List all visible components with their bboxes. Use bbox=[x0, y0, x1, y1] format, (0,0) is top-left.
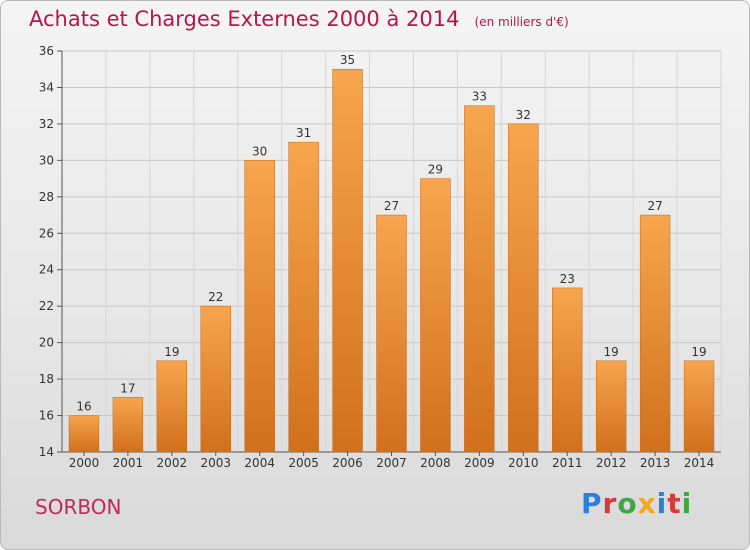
x-tick-label: 2008 bbox=[420, 456, 451, 470]
chart-unit: (en milliers d'€) bbox=[474, 15, 569, 29]
value-label: 32 bbox=[516, 108, 531, 122]
y-tick-label: 20 bbox=[39, 336, 54, 350]
y-tick-label: 36 bbox=[39, 44, 54, 58]
x-tick-label: 2003 bbox=[200, 456, 231, 470]
x-tick-label: 2000 bbox=[69, 456, 100, 470]
bar-2014 bbox=[683, 360, 715, 453]
value-label: 16 bbox=[76, 400, 91, 414]
logo-letter: t bbox=[667, 487, 682, 520]
value-label: 27 bbox=[384, 199, 399, 213]
x-tick-label: 2004 bbox=[244, 456, 275, 470]
y-tick-label: 32 bbox=[39, 117, 54, 131]
y-tick-label: 16 bbox=[39, 409, 54, 423]
x-tick-label: 2007 bbox=[376, 456, 407, 470]
x-tick-label: 2012 bbox=[596, 456, 627, 470]
axes: 14 16 18 20 22 24 26 28 30 32 34 36 2000 2001 2002 2003… bbox=[39, 44, 721, 470]
bar-2001 bbox=[112, 397, 144, 453]
logo-letter: i bbox=[656, 487, 668, 520]
value-label: 33 bbox=[472, 90, 487, 104]
y-tick-label: 24 bbox=[39, 263, 54, 277]
y-tick-label: 34 bbox=[39, 80, 54, 94]
bar-2012 bbox=[595, 360, 627, 453]
y-tick-label: 26 bbox=[39, 226, 54, 240]
x-tick-label: 2013 bbox=[640, 456, 671, 470]
x-tick-label: 2005 bbox=[288, 456, 319, 470]
y-tick-label: 18 bbox=[39, 372, 54, 386]
chart-title: Achats et Charges Externes 2000 à 2014 (… bbox=[29, 7, 569, 31]
x-tick-label: 2011 bbox=[552, 456, 583, 470]
bar-2004 bbox=[244, 160, 275, 453]
value-label: 23 bbox=[560, 272, 575, 286]
y-tick-label: 22 bbox=[39, 299, 54, 313]
x-tick-label: 2009 bbox=[464, 456, 495, 470]
bar-2005 bbox=[288, 141, 319, 453]
chart-title-text: Achats et Charges Externes 2000 à 2014 bbox=[29, 7, 460, 31]
logo-letter: r bbox=[602, 487, 618, 520]
logo-letter: x bbox=[637, 487, 657, 520]
value-label: 27 bbox=[647, 199, 662, 213]
logo-letter: P bbox=[581, 487, 603, 520]
bar-2013 bbox=[639, 214, 671, 453]
logo-letter: i bbox=[681, 487, 693, 520]
value-labels: 16 17 19 22 30 31 35 27 29 33 32 23 19 27 19 bbox=[76, 53, 706, 413]
bar-2006 bbox=[332, 68, 363, 453]
value-label: 19 bbox=[164, 345, 179, 359]
y-tick-label: 30 bbox=[39, 153, 54, 167]
bar-2000 bbox=[68, 415, 100, 453]
bar-2002 bbox=[156, 360, 188, 453]
value-label: 31 bbox=[296, 126, 311, 140]
logo-letter: o bbox=[617, 487, 638, 520]
value-label: 17 bbox=[120, 381, 135, 395]
bar-2009 bbox=[464, 105, 495, 453]
bar-2003 bbox=[200, 305, 231, 453]
x-tick-label: 2001 bbox=[113, 456, 144, 470]
bars bbox=[68, 68, 715, 453]
value-label: 22 bbox=[208, 290, 223, 304]
y-tick-label: 14 bbox=[39, 445, 54, 459]
y-tick-label: 28 bbox=[39, 190, 54, 204]
bar-2010 bbox=[508, 123, 539, 453]
bar-2007 bbox=[376, 214, 407, 453]
value-label: 35 bbox=[340, 53, 355, 67]
value-label: 19 bbox=[604, 345, 619, 359]
x-tick-label: 2014 bbox=[684, 456, 715, 470]
x-tick-label: 2010 bbox=[508, 456, 539, 470]
value-label: 30 bbox=[252, 144, 267, 158]
value-label: 19 bbox=[691, 345, 706, 359]
bar-2011 bbox=[552, 287, 583, 453]
value-label: 29 bbox=[428, 163, 443, 177]
x-tick-label: 2006 bbox=[332, 456, 363, 470]
commune-name: SORBON bbox=[35, 495, 122, 519]
bar-2008 bbox=[420, 178, 451, 453]
proxiti-logo: Proxiti bbox=[581, 487, 692, 520]
x-tick-label: 2002 bbox=[157, 456, 188, 470]
